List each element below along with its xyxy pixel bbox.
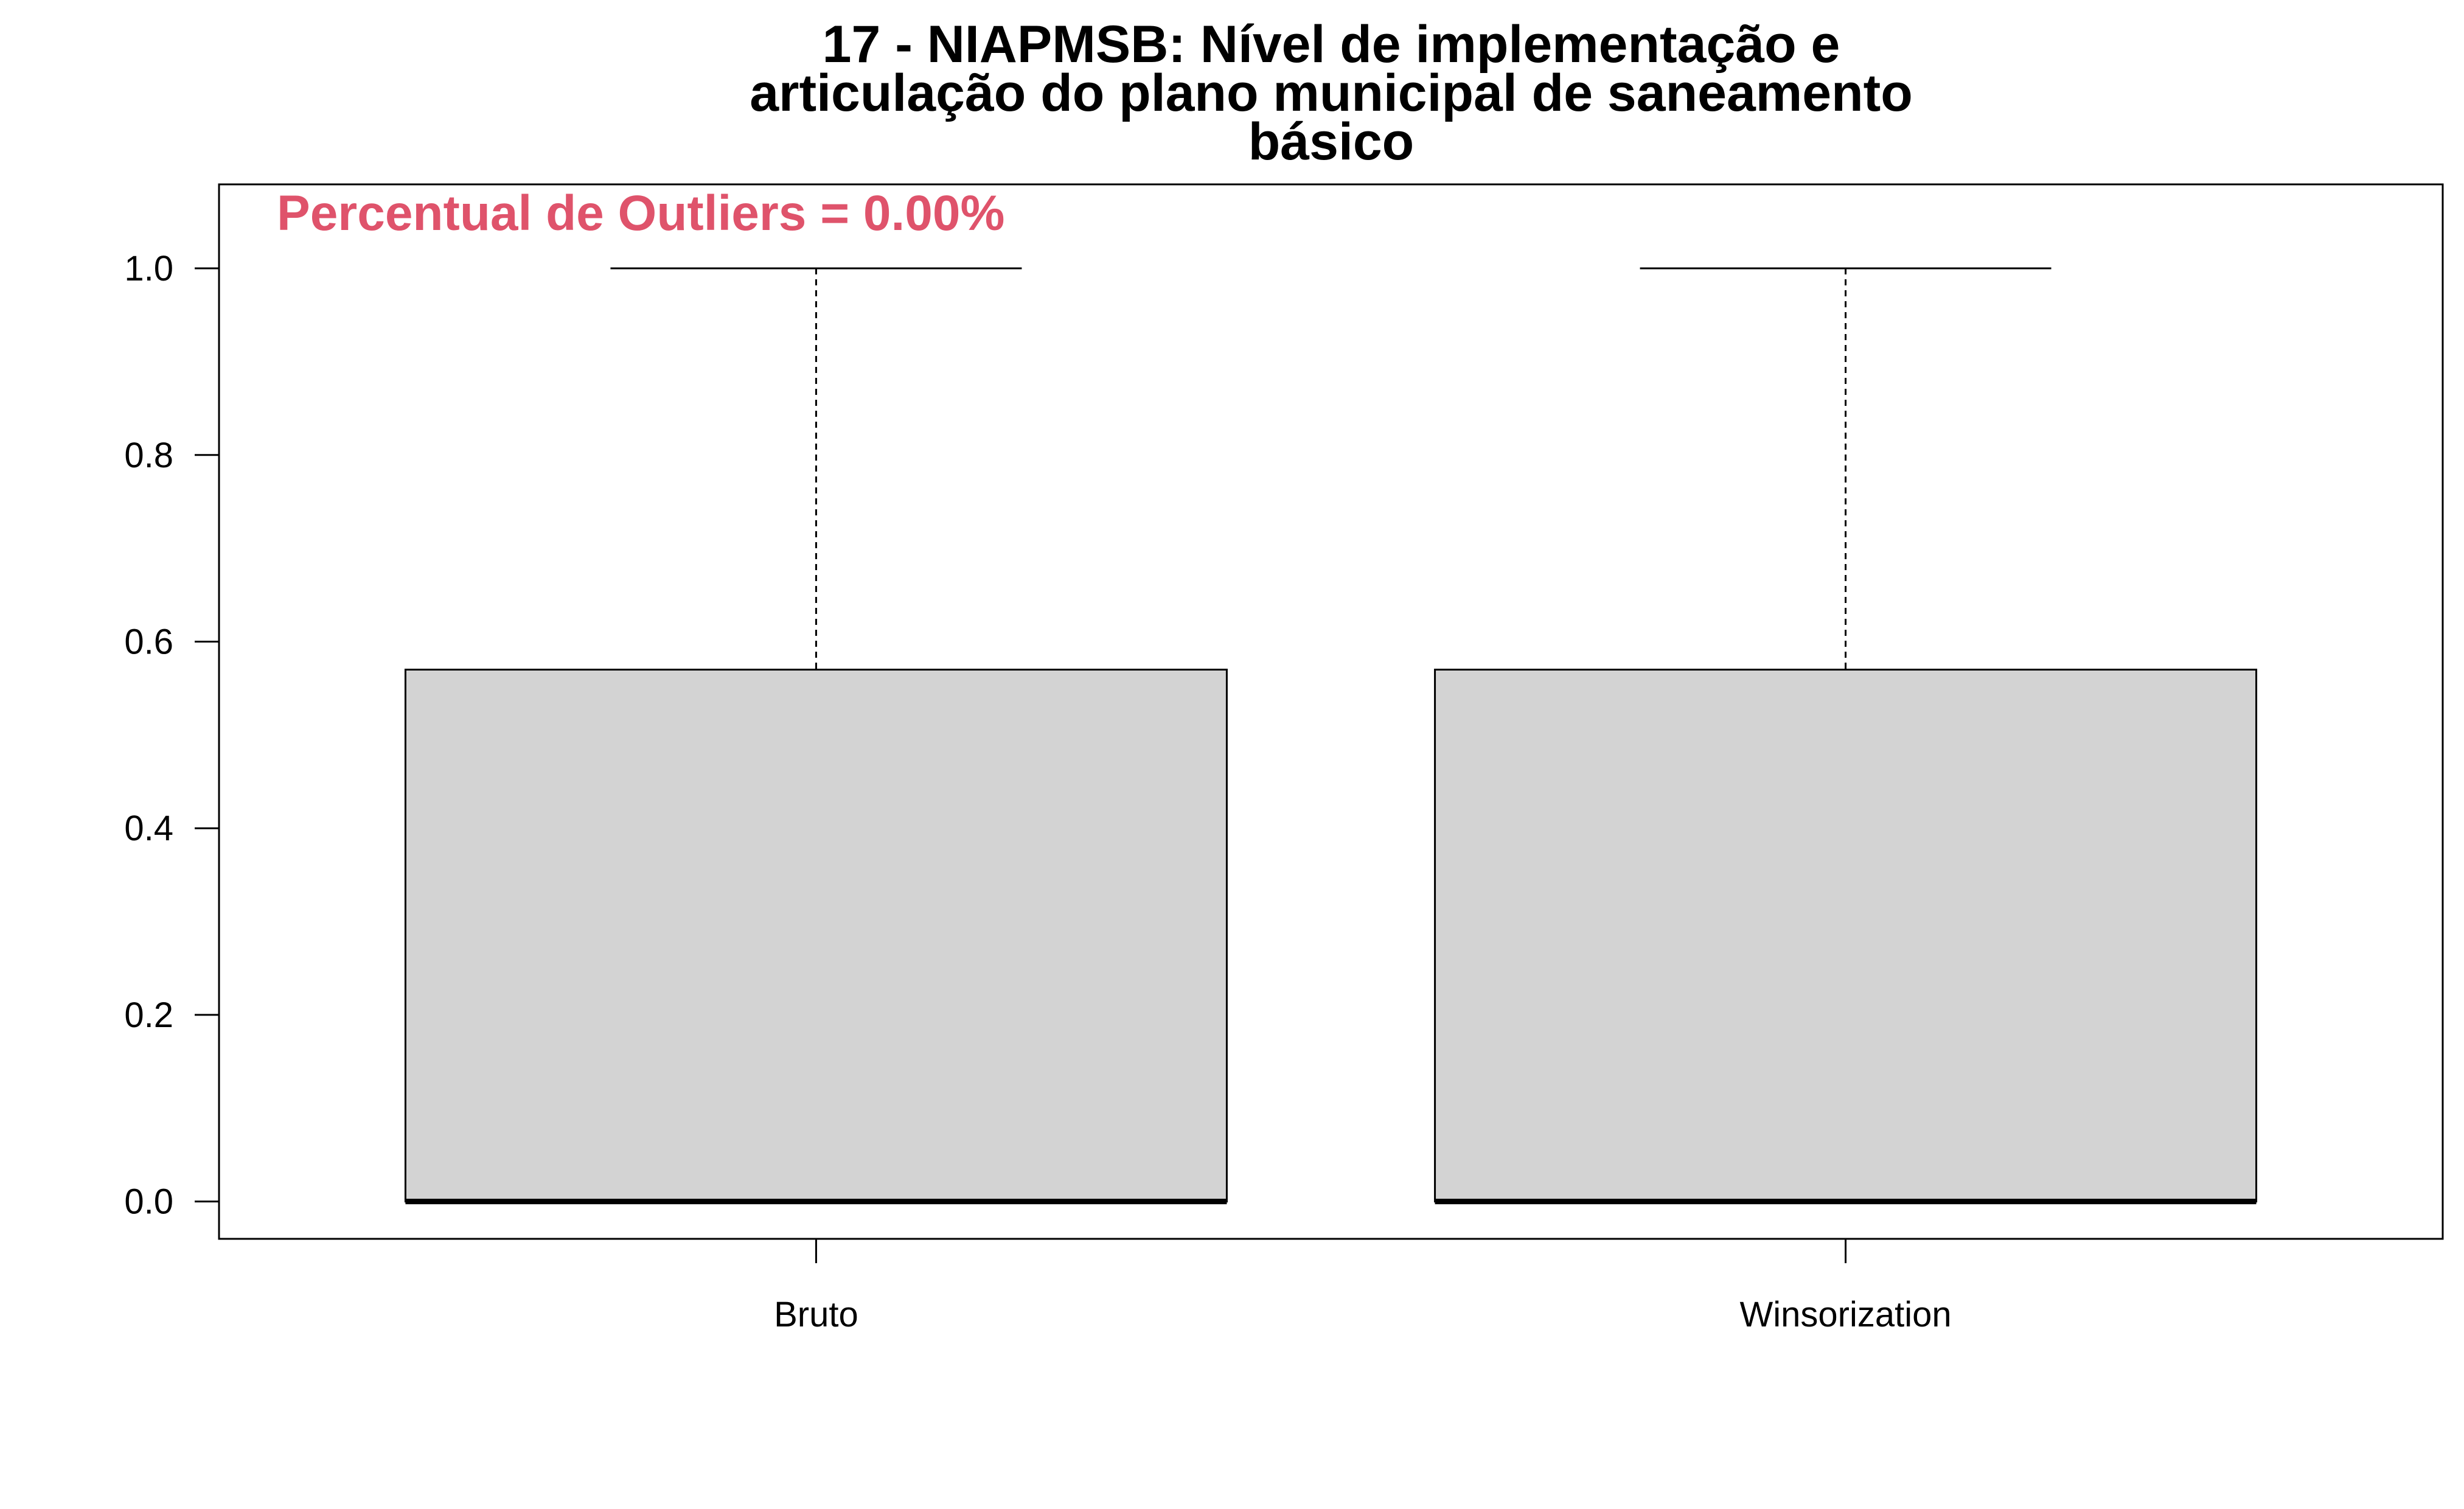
x-tick-label: Winsorization [1740,1295,1952,1334]
outlier-percentage-annotation: Percentual de Outliers = 0.00% [277,186,1004,241]
x-axis: Bruto Winsorization [774,1239,1952,1334]
y-tick-label: 0.4 [124,809,173,848]
y-tick-label: 0.6 [124,622,173,661]
box-series [404,267,2258,1205]
chart-title-line-3: básico [1248,113,1414,171]
chart-title-line-1: 17 - NIAPMSB: Nível de implementação e [823,15,1840,74]
y-tick-label: 1.0 [124,249,173,288]
y-axis: 0.0 0.2 0.4 0.6 0.8 1.0 [124,249,219,1222]
y-tick-label: 0.2 [124,995,173,1035]
chart-title-line-2: articulação do plano municipal de saneam… [750,64,1913,122]
x-tick-label: Bruto [774,1295,858,1334]
plot-frame [218,183,2444,1240]
box-iqr [404,668,1228,1203]
box-iqr [1434,668,2258,1203]
box-winsorization [1434,267,2258,1205]
chart-title: 17 - NIAPMSB: Nível de implementação e a… [750,15,1913,171]
y-tick-label: 0.0 [124,1182,173,1222]
y-tick-label: 0.8 [124,436,173,475]
box-bruto [404,267,1228,1205]
